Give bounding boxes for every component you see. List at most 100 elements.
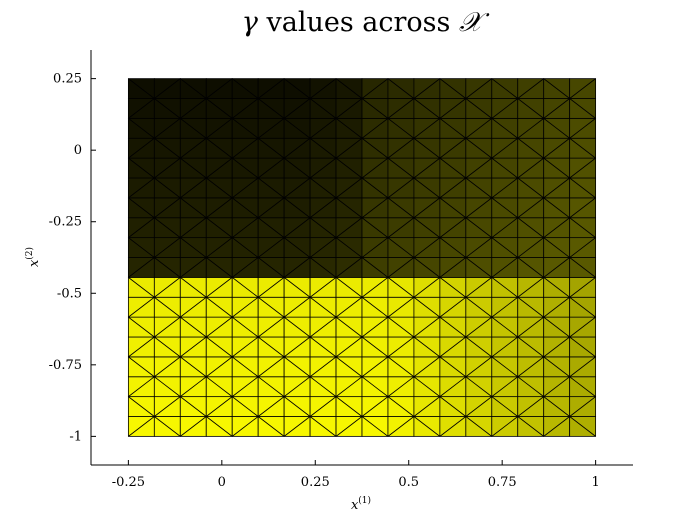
mesh-diagonal: [309, 157, 337, 179]
mesh-diagonal: [413, 78, 441, 99]
mesh-diagonal: [387, 356, 415, 378]
mesh-diagonal: [257, 257, 285, 278]
mesh-diagonal: [335, 376, 363, 397]
mesh-diagonal: [231, 98, 259, 119]
mesh-diagonal: [517, 296, 544, 318]
mesh-diagonal: [439, 137, 467, 159]
mesh-diagonal: [231, 177, 259, 199]
mesh-diagonal: [491, 257, 518, 278]
mesh-diagonal: [231, 137, 259, 159]
mesh-diagonal: [154, 257, 181, 278]
mesh-diagonal: [335, 257, 363, 278]
mesh-diagonal: [517, 416, 544, 437]
mesh-diagonal: [283, 137, 311, 159]
mesh-diagonal: [180, 137, 207, 159]
mesh-diagonal: [257, 197, 285, 219]
mesh-diagonal: [309, 118, 337, 139]
mesh-diagonal: [128, 296, 155, 318]
mesh-diagonal: [465, 237, 493, 258]
mesh-diagonal: [465, 277, 493, 298]
mesh-diagonal: [413, 396, 441, 417]
mesh-diagonal: [206, 257, 233, 278]
mesh-diagonal: [543, 296, 570, 318]
mesh-diagonal: [569, 177, 596, 199]
mesh-diagonal: [361, 416, 389, 437]
mesh-diagonal: [206, 336, 233, 358]
mesh-diagonal: [257, 336, 285, 358]
mesh-diagonal: [361, 78, 389, 99]
mesh-diagonal: [413, 356, 441, 378]
mesh-diagonal: [206, 316, 233, 338]
x-tick-label: 0.25: [301, 475, 330, 490]
mesh-diagonal: [283, 237, 311, 258]
mesh-diagonal: [387, 217, 415, 238]
mesh-diagonal: [180, 316, 207, 338]
mesh-diagonal: [309, 416, 337, 437]
mesh-diagonal: [387, 336, 415, 358]
mesh-diagonal: [387, 376, 415, 397]
title-set-symbol: 𝒳: [459, 7, 490, 38]
mesh-diagonal: [309, 217, 337, 238]
mesh-diagonal: [439, 197, 467, 219]
mesh-diagonal: [361, 197, 389, 219]
mesh-diagonal: [413, 277, 441, 298]
mesh-diagonal: [387, 257, 415, 278]
mesh-diagonal: [231, 197, 259, 219]
mesh-diagonal: [154, 78, 181, 99]
chart-title: γ values across 𝒳: [242, 7, 490, 38]
mesh-diagonal: [413, 98, 441, 119]
mesh-diagonal: [465, 316, 493, 338]
mesh-diagonal: [257, 78, 285, 99]
mesh-diagonal: [180, 118, 207, 139]
mesh-diagonal: [283, 296, 311, 318]
mesh-diagonal: [543, 98, 570, 119]
mesh-diagonal: [517, 137, 544, 159]
mesh-diagonal: [180, 157, 207, 179]
mesh-diagonal: [491, 98, 518, 119]
mesh-diagonal: [154, 336, 181, 358]
mesh-diagonal: [491, 237, 518, 258]
mesh-diagonal: [154, 296, 181, 318]
mesh-diagonal: [361, 217, 389, 238]
mesh-diagonal: [154, 416, 181, 437]
mesh-diagonal: [569, 396, 596, 417]
mesh-diagonal: [257, 157, 285, 179]
y-tick-label: -0.25: [49, 215, 82, 230]
mesh-diagonal: [283, 257, 311, 278]
x-tick-label: 0.75: [488, 475, 517, 490]
mesh-diagonal: [154, 316, 181, 338]
mesh-diagonal: [128, 217, 155, 238]
mesh-diagonal: [465, 157, 493, 179]
mesh-diagonal: [180, 396, 207, 417]
y-tick-label: 0: [74, 143, 82, 158]
mesh-diagonal: [154, 217, 181, 238]
mesh-diagonal: [206, 98, 233, 119]
x-axis-label: x(1): [351, 495, 371, 513]
mesh-diagonal: [180, 336, 207, 358]
mesh-diagonal: [154, 396, 181, 417]
mesh-diagonal: [439, 118, 467, 139]
mesh-diagonal: [180, 416, 207, 437]
mesh-diagonal: [180, 217, 207, 238]
mesh-diagonal: [465, 137, 493, 159]
mesh-diagonal: [283, 98, 311, 119]
mesh-diagonal: [283, 177, 311, 199]
mesh-diagonal: [180, 356, 207, 378]
mesh-diagonal: [387, 237, 415, 258]
mesh-diagonal: [491, 396, 518, 417]
mesh-diagonal: [128, 78, 155, 99]
mesh-diagonal: [283, 157, 311, 179]
y-axis-label-var: x: [27, 259, 42, 267]
y-tick-label: -1: [69, 429, 82, 444]
mesh-diagonal: [413, 316, 441, 338]
mesh-diagonal: [413, 137, 441, 159]
mesh-diagonal: [257, 277, 285, 298]
mesh-diagonal: [257, 316, 285, 338]
mesh-diagonal: [283, 197, 311, 219]
mesh-diagonal: [517, 177, 544, 199]
mesh-diagonal: [491, 118, 518, 139]
mesh-diagonal: [543, 416, 570, 437]
mesh-diagonal: [465, 177, 493, 199]
mesh-diagonal: [387, 396, 415, 417]
mesh-diagonal: [257, 376, 285, 397]
